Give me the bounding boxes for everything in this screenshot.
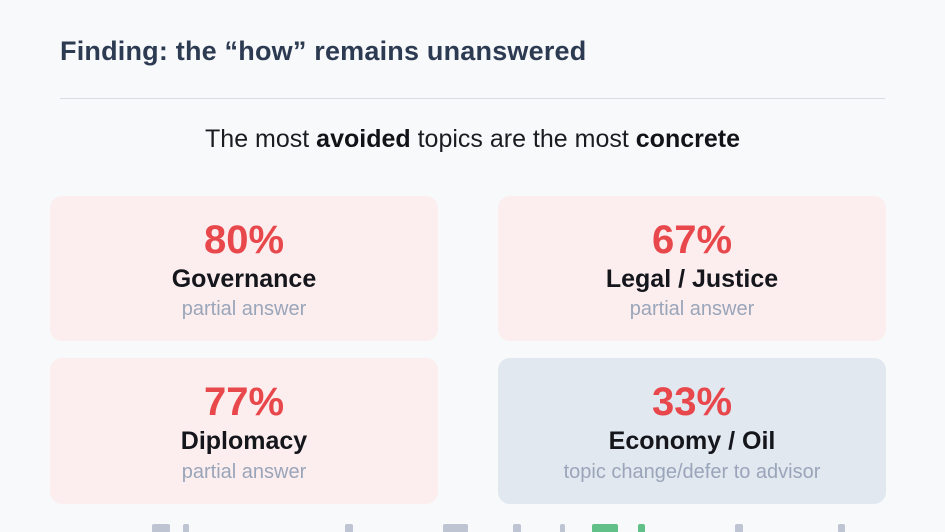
clipped-caption-fragment — [735, 524, 743, 532]
stat-topic: Governance — [171, 264, 317, 293]
stat-topic: Diplomacy — [180, 427, 308, 456]
stat-card-legal-justice: 67% Legal / Justice partial answer — [498, 196, 886, 341]
stat-percent: 33% — [651, 380, 733, 425]
subtitle-emphasis-concrete: concrete — [635, 125, 740, 153]
stat-note: topic change/defer to advisor — [563, 460, 821, 483]
clipped-caption-highlight-fragment — [638, 524, 645, 532]
clipped-caption-highlight-fragment — [592, 524, 618, 532]
stat-topic: Legal / Justice — [605, 264, 779, 293]
stat-card-grid: 80% Governance partial answer 67% Legal … — [50, 196, 886, 504]
stat-percent: 80% — [203, 217, 285, 262]
stat-card-governance: 80% Governance partial answer — [50, 196, 438, 341]
stat-percent: 67% — [651, 217, 733, 262]
clipped-caption-fragment — [513, 524, 521, 532]
slide-title: Finding: the “how” remains unanswered — [60, 36, 587, 66]
stat-percent: 77% — [203, 380, 285, 425]
clipped-caption-fragment — [152, 524, 170, 532]
stat-card-diplomacy: 77% Diplomacy partial answer — [50, 358, 438, 504]
stat-note: partial answer — [181, 298, 307, 321]
clipped-caption-fragment — [443, 524, 468, 532]
clipped-caption-fragment — [183, 524, 189, 532]
clipped-caption-fragment — [345, 524, 353, 532]
stat-note: partial answer — [181, 460, 307, 483]
slide-subtitle: The most avoided topics are the most con… — [60, 125, 885, 154]
stat-note: partial answer — [629, 298, 755, 321]
clipped-caption — [0, 524, 945, 532]
subtitle-text: The most — [205, 125, 317, 153]
stat-card-economy-oil: 33% Economy / Oil topic change/defer to … — [498, 358, 886, 504]
stat-topic: Economy / Oil — [608, 427, 776, 456]
clipped-caption-fragment — [560, 524, 565, 532]
title-divider — [60, 98, 885, 99]
subtitle-emphasis-avoided: avoided — [316, 125, 411, 153]
clipped-caption-fragment — [838, 524, 845, 532]
subtitle-text: topics are the most — [410, 125, 636, 153]
